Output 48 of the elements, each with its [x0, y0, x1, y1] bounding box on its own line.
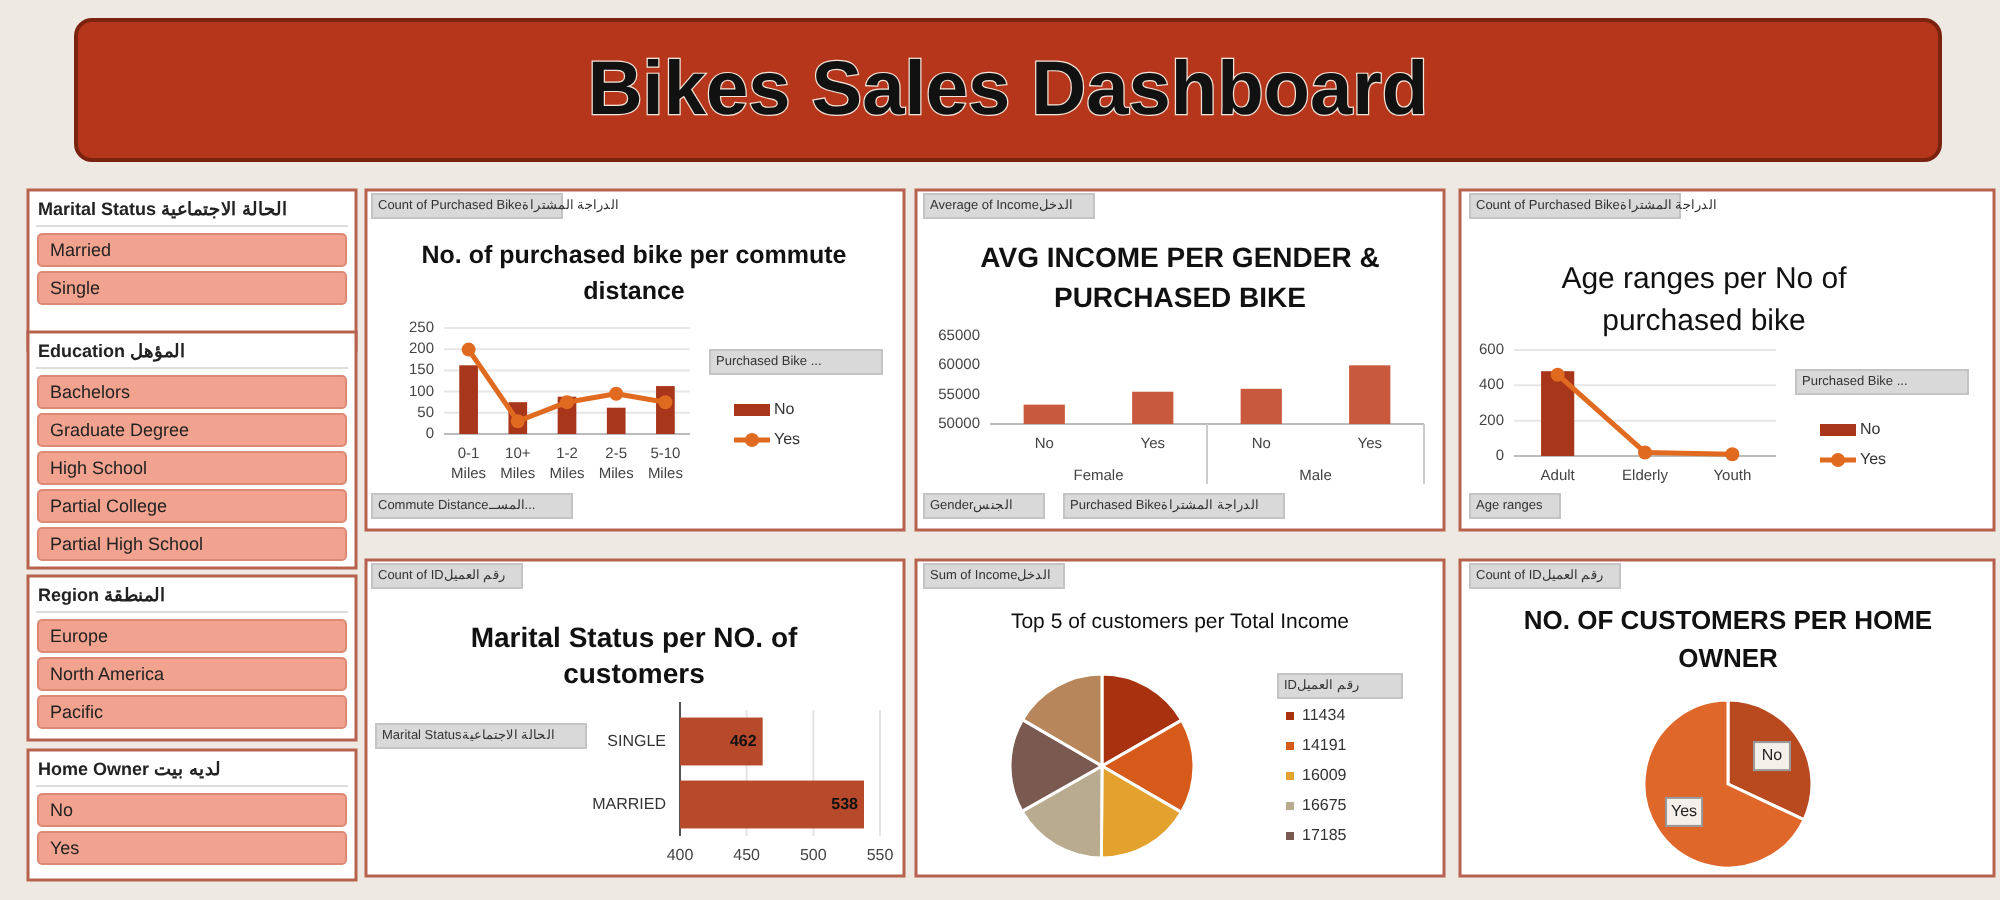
category-label: Bachelors [50, 381, 132, 402]
category-label: North America [50, 663, 165, 684]
category-label: High School [50, 457, 148, 478]
y-tick-label: MARRIED [592, 794, 667, 813]
category-label: Single [50, 277, 101, 298]
category-label: Pacific [50, 701, 105, 722]
chart-title: NO. OF CUSTOMERS PER HOME OWNER [1523, 604, 1933, 673]
x-tick-label: 550 [866, 846, 895, 865]
x-tick-label: 450 [733, 846, 762, 865]
category-label: Partial High School [50, 533, 204, 554]
legend-label: No [1860, 420, 1882, 439]
data-label: 462 [729, 731, 758, 750]
category-label: Graduate Degree [50, 419, 190, 440]
y-tick-label: SINGLE [607, 731, 666, 750]
category-label: Married [50, 239, 112, 260]
chart-title: AVG INCOME PER GENDER & PURCHASED BIKE [980, 241, 1380, 314]
legend-label: 14191 [1302, 736, 1348, 755]
slice-label: Yes [1670, 802, 1698, 821]
category-label: Partial College [50, 495, 168, 516]
legend-label: 16009 [1302, 766, 1348, 785]
data-label: 538 [831, 794, 860, 813]
category-label: Europe [50, 625, 109, 646]
chart-title: Age ranges per No of purchased bike [1561, 261, 1849, 338]
bar [459, 365, 478, 434]
legend-label: 11434 [1302, 706, 1347, 725]
text: Region المنطقة [38, 584, 166, 605]
legend-label: 16675 [1302, 796, 1348, 815]
point [1725, 447, 1740, 462]
text: Bikes Sales Dashboard [587, 48, 1429, 133]
slice-label: No [1761, 746, 1784, 765]
pie-slice [1642, 698, 1806, 870]
chart-title: No. of purchased bike per commute distance [421, 240, 847, 305]
bar [606, 407, 626, 434]
x-tick-label: 500 [799, 846, 828, 865]
point [609, 386, 624, 401]
point [1638, 445, 1652, 460]
x-tick-label: 400 [666, 846, 695, 865]
category-label: No [50, 799, 74, 820]
text: Education المؤهل [38, 340, 187, 363]
point [560, 395, 574, 410]
chart-title: Marital Status per NO. of customers [470, 621, 799, 690]
legend-label: 17185 [1302, 826, 1348, 845]
text: Home Owner لديه بيت [38, 758, 222, 779]
legend-label: No [774, 400, 796, 419]
chart-title: Top 5 of customers per Total Income [1010, 609, 1350, 634]
text: Marital Status الحالة الاجتماعية [38, 198, 289, 219]
point [461, 342, 476, 357]
point [1550, 367, 1565, 382]
